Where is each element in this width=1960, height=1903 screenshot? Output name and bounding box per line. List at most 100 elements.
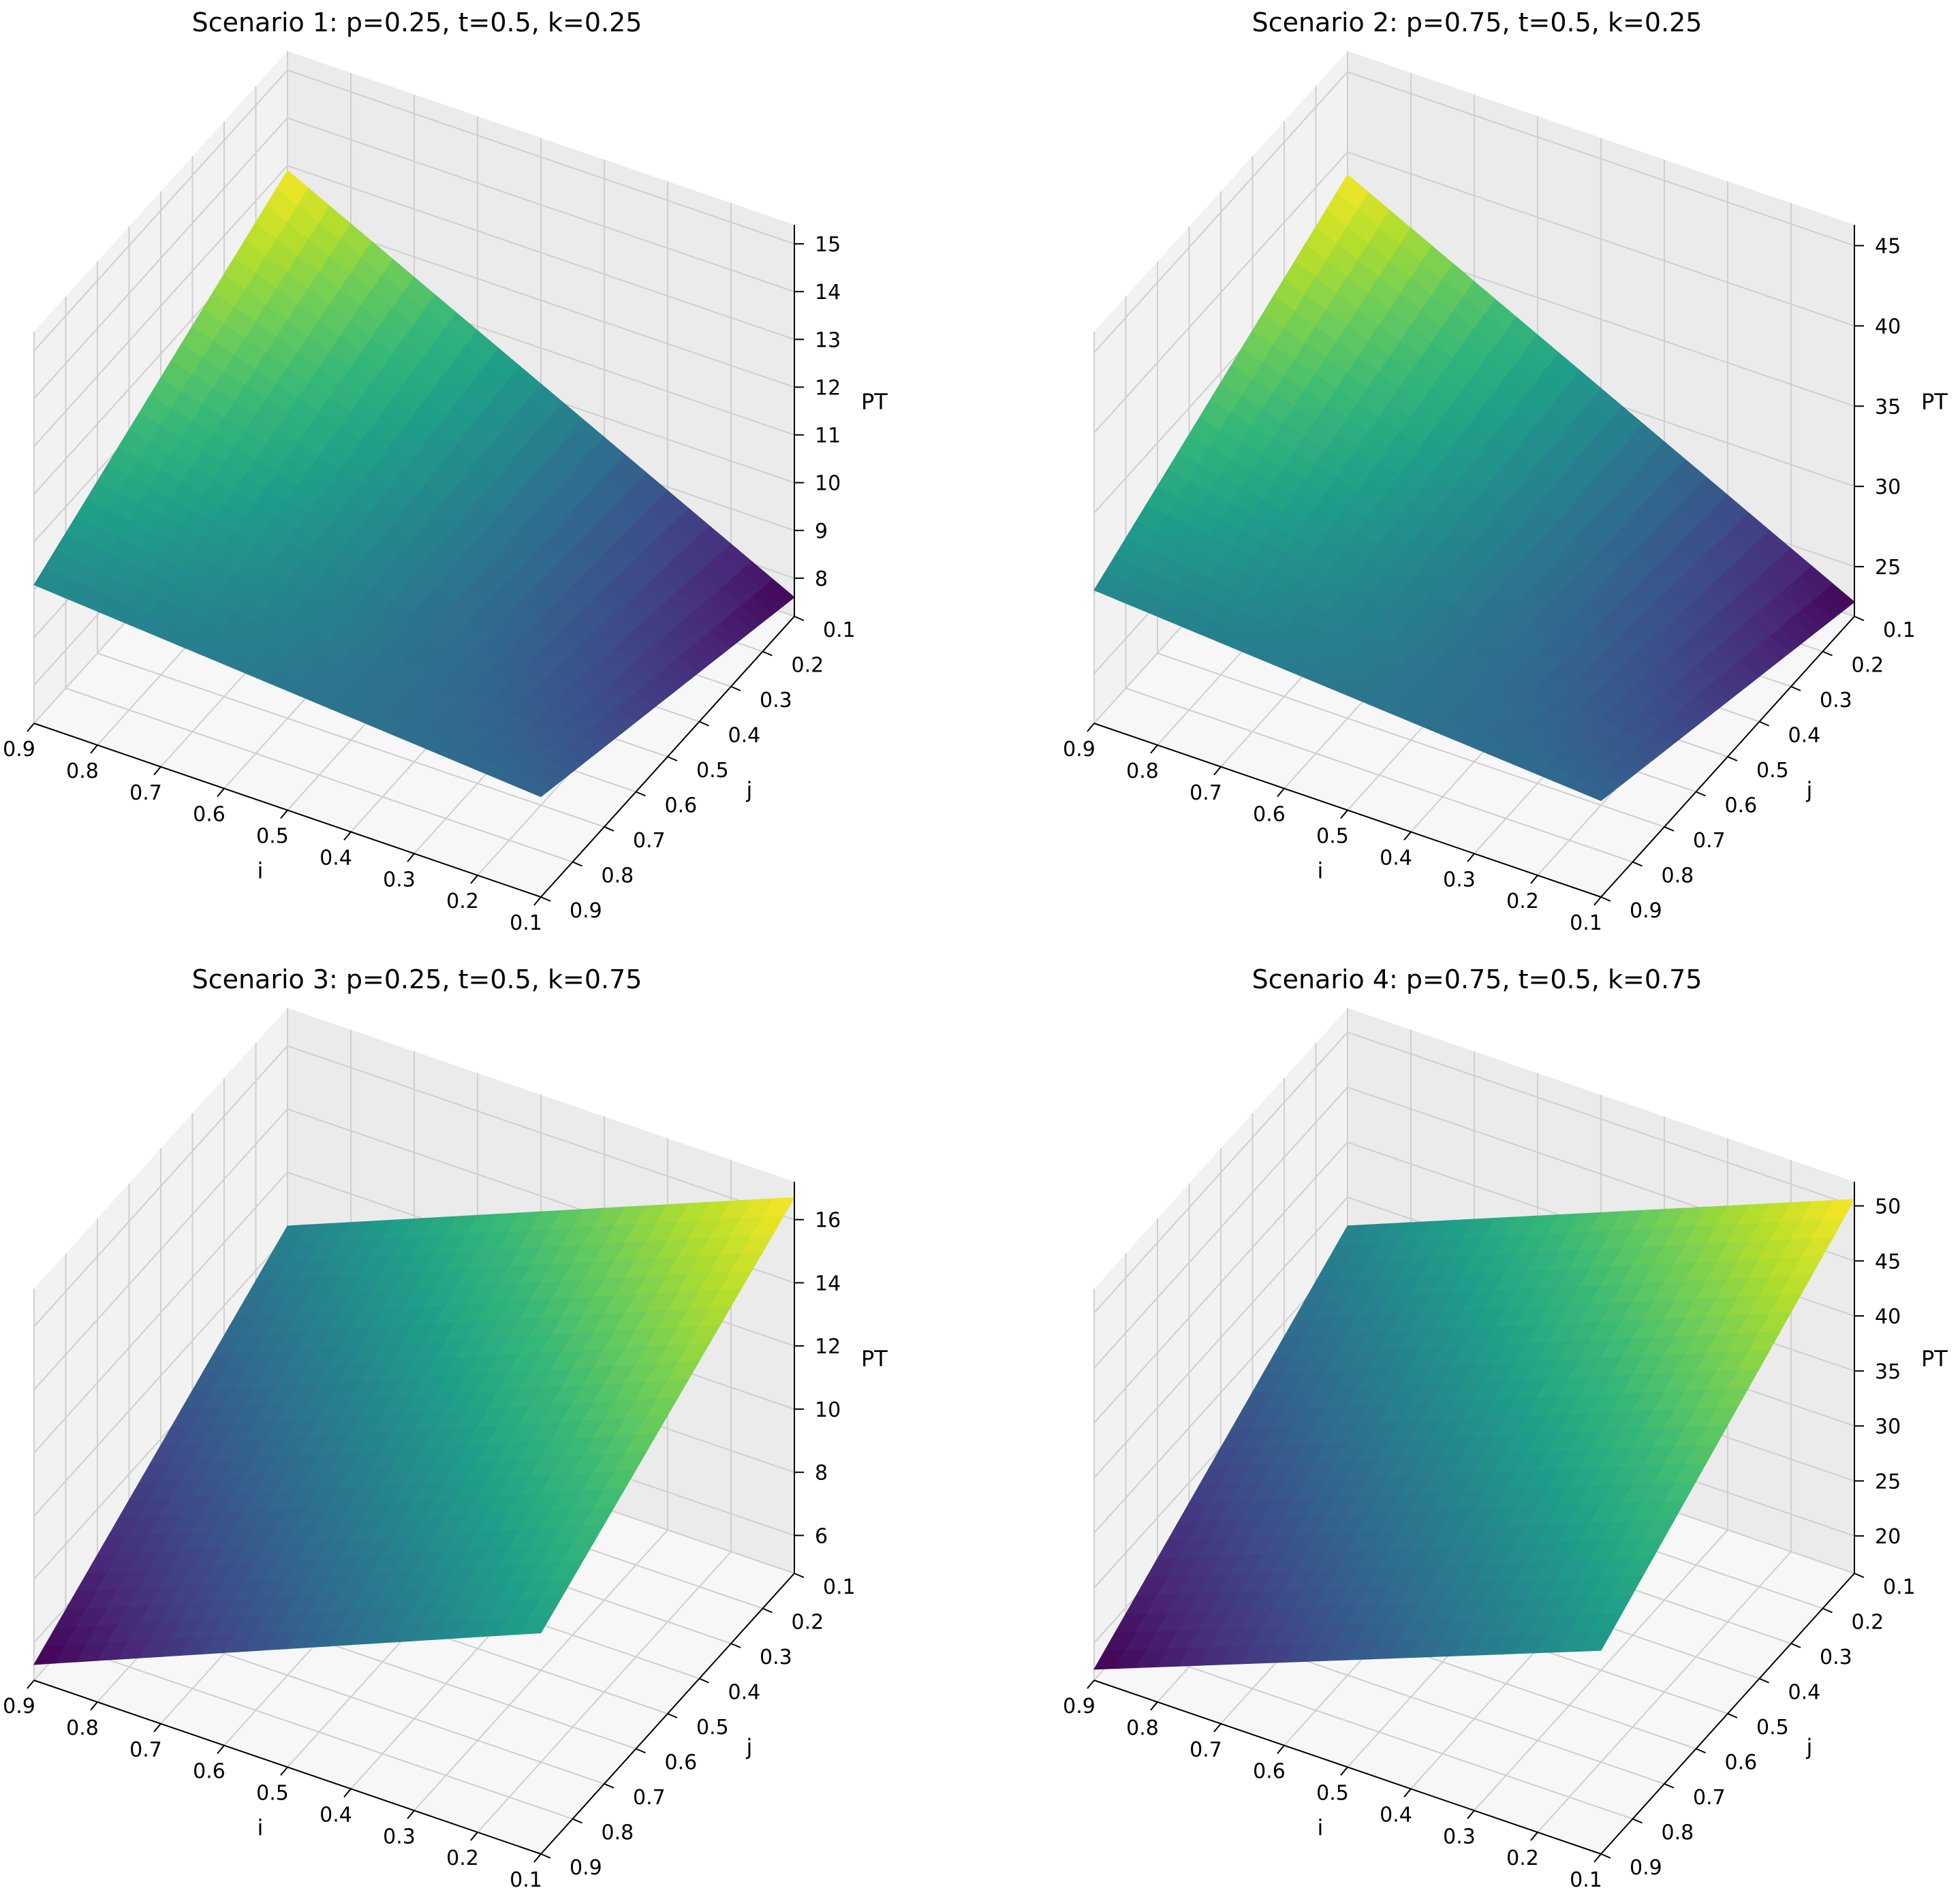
- i-axis-label: i: [1318, 858, 1324, 884]
- i-tick: [153, 1723, 161, 1733]
- j-tick: [636, 1748, 646, 1754]
- j-tick-label: 0.6: [1725, 1751, 1758, 1775]
- i-tick-label: 0.8: [1126, 1716, 1159, 1740]
- j-tick-label: 0.1: [1883, 618, 1916, 642]
- z-tick-label: 40: [1875, 1305, 1901, 1329]
- i-tick-label: 0.9: [1063, 1695, 1095, 1718]
- j-tick: [604, 1783, 615, 1789]
- z-tick-label: 9: [815, 520, 828, 544]
- j-tick: [1632, 1818, 1643, 1824]
- j-tick: [667, 756, 678, 761]
- j-tick: [1822, 1607, 1833, 1614]
- z-tick-label: 35: [1875, 395, 1901, 419]
- j-tick-label: 0.3: [760, 689, 792, 712]
- panel-title: Scenario 1: p=0.25, t=0.5, k=0.25: [192, 7, 642, 37]
- j-tick-label: 0.9: [570, 899, 602, 923]
- i-tick-label: 0.2: [1506, 890, 1539, 913]
- i-tick-label: 0.9: [1063, 738, 1095, 761]
- panel-title: Scenario 3: p=0.25, t=0.5, k=0.75: [192, 964, 642, 994]
- j-tick: [540, 1853, 551, 1859]
- i-tick-label: 0.8: [66, 759, 99, 783]
- z-axis-label: PT: [861, 389, 888, 415]
- panel-title: Scenario 4: p=0.75, t=0.5, k=0.75: [1252, 964, 1702, 994]
- i-tick: [1467, 1810, 1475, 1819]
- grid-line: [33, 69, 288, 351]
- i-axis-label: i: [258, 858, 264, 884]
- i-tick: [1403, 1788, 1412, 1798]
- z-axis-label: PT: [861, 1346, 888, 1372]
- i-tick: [1340, 1766, 1348, 1776]
- j-axis-label: j: [746, 777, 753, 803]
- j-tick: [1600, 896, 1611, 902]
- z-tick-label: 30: [1875, 1415, 1901, 1439]
- j-tick: [1600, 1853, 1611, 1859]
- j-tick: [572, 1818, 582, 1824]
- j-tick: [1854, 1573, 1865, 1578]
- i-tick: [1403, 831, 1412, 841]
- i-tick: [280, 1766, 288, 1776]
- i-tick: [407, 1810, 415, 1819]
- j-tick: [1854, 616, 1865, 621]
- j-tick-label: 0.6: [665, 1751, 698, 1775]
- j-tick-label: 0.1: [1883, 1575, 1916, 1599]
- panel-4: Scenario 4: p=0.75, t=0.5, k=0.75 0.9 0.8 0…: [1063, 964, 1948, 1892]
- grid-line: [33, 1235, 288, 1517]
- i-axis-label: i: [1318, 1815, 1324, 1841]
- j-tick: [636, 791, 646, 797]
- i-tick-label: 0.6: [1253, 1760, 1286, 1784]
- grid-line: [1093, 151, 1348, 434]
- i-tick: [217, 787, 225, 798]
- i-tick: [470, 1831, 478, 1841]
- grid-line: [1347, 151, 1855, 327]
- grid-line: [287, 117, 795, 293]
- j-tick-label: 0.2: [792, 1611, 824, 1635]
- z-tick-label: 40: [1875, 315, 1901, 339]
- j-tick-label: 0.7: [633, 1786, 666, 1810]
- z-tick-label: 45: [1875, 1250, 1901, 1274]
- j-axis-label: j: [1806, 777, 1813, 803]
- z-tick-label: 16: [815, 1209, 841, 1233]
- i-tick-label: 0.4: [1380, 846, 1412, 870]
- z-tick-label: 13: [815, 328, 841, 352]
- i-tick: [153, 766, 161, 776]
- z-tick-label: 20: [1875, 1525, 1901, 1549]
- j-tick-label: 0.9: [1630, 899, 1662, 923]
- j-tick-label: 0.7: [633, 829, 666, 853]
- j-tick: [1759, 721, 1769, 727]
- surface: [1093, 174, 1855, 802]
- i-tick: [533, 896, 542, 906]
- z-tick-label: 6: [815, 1524, 828, 1548]
- z-tick-label: 14: [815, 1272, 841, 1295]
- j-tick-label: 0.7: [1693, 1786, 1726, 1810]
- i-tick-label: 0.2: [446, 1846, 479, 1870]
- grid-line: [1125, 1644, 1633, 1820]
- i-tick-label: 0.3: [1443, 868, 1476, 892]
- z-axis-label: PT: [1921, 1346, 1948, 1372]
- i-tick-label: 0.5: [256, 825, 289, 849]
- i-tick: [1530, 1831, 1538, 1841]
- j-tick: [1822, 650, 1833, 657]
- i-tick-label: 0.1: [1570, 1868, 1602, 1892]
- j-tick-label: 0.4: [1788, 1681, 1821, 1705]
- j-axis-label: j: [1806, 1734, 1813, 1760]
- j-tick: [604, 826, 615, 832]
- grid-line: [1093, 1251, 1348, 1534]
- grid-line: [287, 1045, 795, 1221]
- grid-line: [287, 69, 795, 245]
- j-tick: [572, 861, 582, 867]
- j-tick: [762, 1607, 773, 1614]
- i-tick: [1213, 1723, 1222, 1733]
- j-tick: [1727, 756, 1738, 761]
- i-tick: [343, 1788, 352, 1798]
- i-tick-label: 0.6: [1253, 803, 1286, 827]
- i-tick-label: 0.8: [1126, 759, 1159, 783]
- z-axis-label: PT: [1921, 389, 1948, 415]
- panel-3: Scenario 3: p=0.25, t=0.5, k=0.750.90.80…: [3, 964, 888, 1892]
- z-tick-label: 25: [1875, 556, 1901, 580]
- i-tick: [470, 875, 478, 884]
- grid-line: [1347, 71, 1855, 247]
- i-tick: [1277, 1744, 1285, 1755]
- z-tick-label: 10: [815, 472, 841, 496]
